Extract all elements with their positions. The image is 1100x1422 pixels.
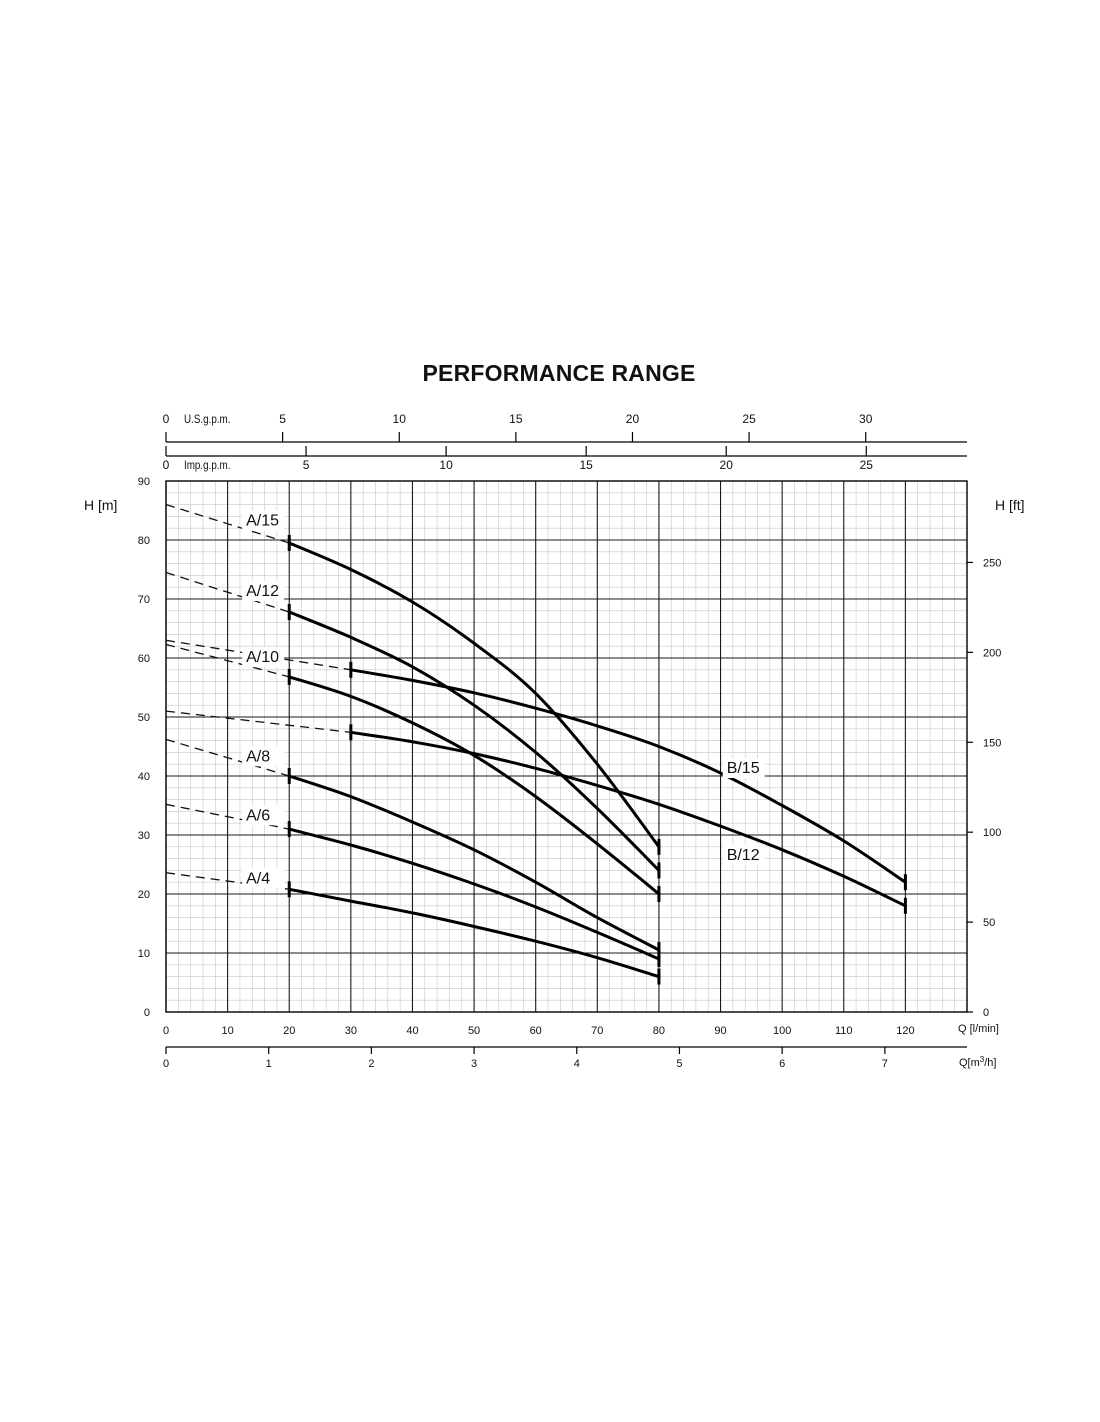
y-tick-label: 50 bbox=[138, 712, 150, 724]
m3h-tick-label: 3 bbox=[471, 1058, 477, 1070]
series-label-a-8: A/8 bbox=[246, 748, 270, 765]
y2-tick-label: 0 bbox=[983, 1007, 989, 1019]
chart-title: PERFORMANCE RANGE bbox=[422, 360, 696, 386]
label-bg-a-10 bbox=[242, 647, 285, 668]
label-bg-b-15 bbox=[722, 758, 765, 779]
m3h-tick-label: 0 bbox=[163, 1058, 169, 1070]
superscript-3: 3 bbox=[980, 1055, 985, 1064]
series-label-a-4: A/4 bbox=[246, 870, 270, 887]
impgpm-axis-label: Imp.g.p.m. bbox=[184, 459, 230, 472]
x-tick-label: 80 bbox=[653, 1025, 665, 1037]
y2-axis-label: H [ft] bbox=[995, 497, 1025, 513]
series-label-a-15: A/15 bbox=[246, 512, 279, 529]
y-tick-label: 0 bbox=[144, 1007, 150, 1019]
curve-b-15 bbox=[349, 668, 907, 884]
y-tick-label: 80 bbox=[138, 535, 150, 547]
m3h-tick-label: 6 bbox=[779, 1058, 785, 1070]
y-tick-label: 20 bbox=[138, 889, 150, 901]
x-tick-label: 120 bbox=[896, 1025, 914, 1037]
series-label-a-12: A/12 bbox=[246, 583, 279, 600]
series-labels: A/15 A/12 A/10 A/8 A/6 A/4 B/15 B/12 bbox=[242, 510, 765, 889]
dashed-line-a-10 bbox=[165, 643, 290, 678]
label-bg-a-6 bbox=[242, 805, 285, 826]
impgpm-tick-label: 25 bbox=[860, 458, 874, 472]
curve-a-6 bbox=[287, 827, 661, 961]
m3h-tick-label: 4 bbox=[574, 1058, 580, 1070]
usgpm-tick-label: 25 bbox=[742, 412, 756, 426]
m3h-tick-label: 5 bbox=[676, 1058, 682, 1070]
series-layer bbox=[165, 503, 907, 985]
curve-a-8 bbox=[287, 774, 661, 952]
x-axis-label: Q [l/min] bbox=[958, 1023, 999, 1035]
y-tick-label: 60 bbox=[138, 653, 150, 665]
curve-a-10 bbox=[287, 675, 661, 896]
curve-a-12 bbox=[287, 610, 661, 872]
m3h-tick-label: 1 bbox=[266, 1058, 272, 1070]
x-tick-label: 20 bbox=[283, 1025, 295, 1037]
dashed-line-a-4 bbox=[165, 872, 290, 890]
x-tick-label: 10 bbox=[221, 1025, 233, 1037]
series-label-b-12: B/12 bbox=[727, 847, 760, 864]
x-tick-label: 50 bbox=[468, 1025, 480, 1037]
m3h-tick-label: 7 bbox=[882, 1058, 888, 1070]
y-tick-label: 40 bbox=[138, 771, 150, 783]
series-label-a-10: A/10 bbox=[246, 649, 279, 666]
usgpm-tick-label: 0 bbox=[163, 412, 170, 426]
curve-a-15 bbox=[287, 541, 661, 849]
y-tick-label: 70 bbox=[138, 594, 150, 606]
x-tick-label: 110 bbox=[835, 1025, 853, 1037]
y-tick-label: 30 bbox=[138, 830, 150, 842]
y2-tick-label: 50 bbox=[983, 917, 995, 929]
label-bg-a-15 bbox=[242, 510, 285, 531]
dashed-line-b-12 bbox=[165, 710, 351, 733]
impgpm-tick-label: 5 bbox=[303, 458, 310, 472]
y-tick-label: 90 bbox=[138, 476, 150, 488]
x-tick-label: 0 bbox=[163, 1025, 169, 1037]
usgpm-tick-label: 15 bbox=[509, 412, 523, 426]
label-bg-b-12 bbox=[722, 844, 765, 865]
dashed-line-a-15 bbox=[165, 503, 290, 544]
curve-a-4 bbox=[287, 887, 661, 979]
dashed-line-a-8 bbox=[165, 738, 290, 777]
y2-tick-label: 250 bbox=[983, 557, 1001, 569]
y2-tick-label: 200 bbox=[983, 647, 1001, 659]
y2-tick-label: 100 bbox=[983, 827, 1001, 839]
y2-tick-label: 150 bbox=[983, 737, 1001, 749]
x-tick-label: 30 bbox=[345, 1025, 357, 1037]
x-tick-label: 60 bbox=[530, 1025, 542, 1037]
usgpm-tick-label: 30 bbox=[859, 412, 873, 426]
label-bg-a-12 bbox=[242, 581, 285, 602]
m3h-tick-label: 2 bbox=[368, 1058, 374, 1070]
label-bg-a-8 bbox=[242, 746, 285, 767]
impgpm-tick-label: 0 bbox=[163, 458, 170, 472]
x-tick-label: 70 bbox=[591, 1025, 603, 1037]
label-bg-a-4 bbox=[242, 868, 285, 889]
impgpm-tick-label: 10 bbox=[439, 458, 453, 472]
grid bbox=[165, 480, 968, 1013]
curve-b-12 bbox=[349, 730, 907, 908]
x-tick-label: 90 bbox=[714, 1025, 726, 1037]
usgpm-tick-label: 5 bbox=[279, 412, 286, 426]
dashed-line-a-6 bbox=[165, 803, 290, 830]
x-tick-label: 100 bbox=[773, 1025, 791, 1037]
y-tick-label: 10 bbox=[138, 948, 150, 960]
usgpm-axis-label: U.S.g.p.m. bbox=[184, 413, 230, 426]
usgpm-tick-label: 20 bbox=[626, 412, 640, 426]
usgpm-tick-label: 10 bbox=[393, 412, 407, 426]
dashed-line-a-12 bbox=[165, 571, 290, 613]
impgpm-tick-label: 20 bbox=[720, 458, 734, 472]
plot-frame bbox=[165, 480, 968, 1013]
series-label-b-15: B/15 bbox=[727, 760, 760, 777]
y-axis-label: H [m] bbox=[84, 497, 117, 513]
impgpm-tick-label: 15 bbox=[579, 458, 593, 472]
x2-axis-label: Q[m3/h] bbox=[959, 1055, 996, 1070]
series-label-a-6: A/6 bbox=[246, 807, 270, 824]
x-tick-label: 40 bbox=[406, 1025, 418, 1037]
